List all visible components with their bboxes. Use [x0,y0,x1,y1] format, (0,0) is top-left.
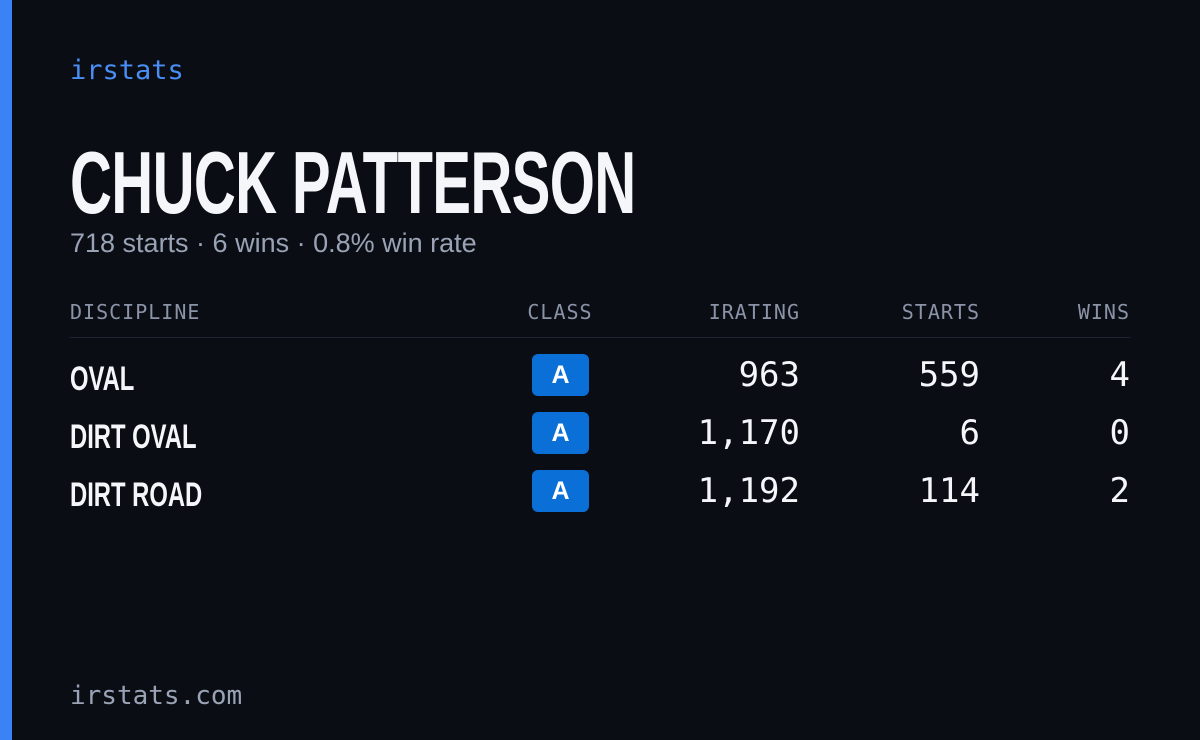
driver-name: CHUCK PATTERSON [70,133,636,232]
header: DISCIPLINE [70,300,201,324]
driver-summary: 718 starts · 6 wins · 0.8% win rate [70,228,477,258]
divider [70,337,1130,338]
header: WINS [1077,300,1130,324]
header: CLASS [527,300,593,324]
class-badge: A [532,354,589,396]
starts: 559 [918,355,980,395]
discipline: DIRT OVAL [70,418,197,456]
header: IRATING [708,300,800,324]
wins: 2 [1109,471,1130,511]
brand: irstats [70,55,184,86]
starts: 114 [918,471,980,511]
footer: irstats.com [70,681,243,711]
accent-bar [0,0,12,740]
starts: 6 [959,413,980,453]
class-badge: A [532,470,589,512]
irating: 1,192 [697,471,800,511]
wins: 0 [1109,413,1130,453]
class-badge: A [532,412,589,454]
discipline: OVAL [70,360,135,398]
header: STARTS [901,300,980,324]
discipline: DIRT ROAD [70,476,203,514]
irating: 963 [738,355,800,395]
irating: 1,170 [697,413,800,453]
wins: 4 [1109,355,1130,395]
